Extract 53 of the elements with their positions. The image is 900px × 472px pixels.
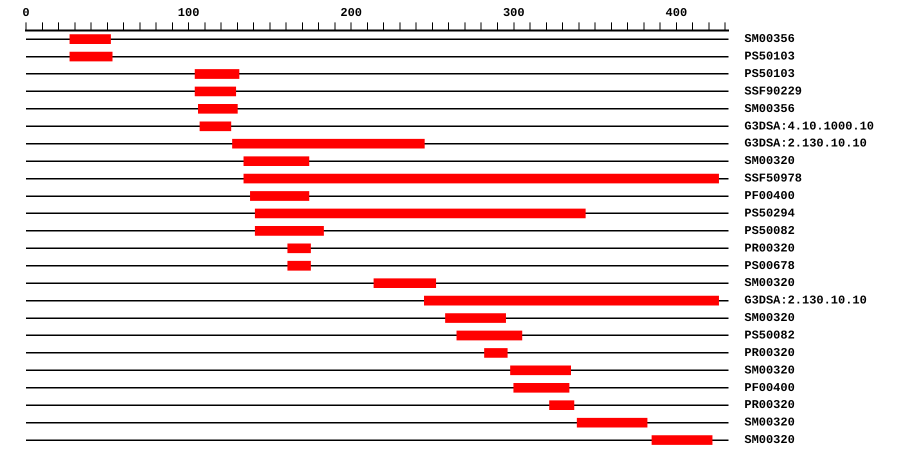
bar	[456, 330, 522, 340]
bar	[232, 138, 425, 149]
bar	[510, 366, 571, 376]
y-tick-label: PR00320	[744, 241, 795, 256]
y-tick-label: G3DSA:2.130.10.10	[744, 136, 867, 151]
bar	[424, 296, 719, 306]
bar	[374, 278, 436, 288]
y-tick-label: PF00400	[744, 380, 795, 395]
y-tick-label: PS50294	[744, 206, 795, 220]
x-tick-label: 0	[22, 6, 30, 20]
bar	[194, 69, 240, 79]
bar	[484, 348, 508, 358]
bar	[445, 313, 506, 323]
bar	[70, 52, 112, 62]
bar	[70, 34, 111, 44]
y-tick-label: PS50082	[744, 224, 795, 238]
bar	[576, 418, 648, 428]
y-tick-label: SM00320	[744, 311, 795, 326]
bar	[549, 400, 574, 410]
y-tick-label: SM00356	[744, 32, 795, 46]
y-tick-label: SSF90229	[744, 84, 802, 98]
bar	[200, 121, 232, 132]
y-tick-label: PS50103	[744, 67, 795, 81]
y-tick-label: SM00320	[744, 416, 795, 430]
bar	[250, 191, 310, 201]
bar	[652, 435, 712, 445]
y-tick-label: G3DSA:2.130.10.10	[744, 294, 867, 308]
y-tick-label: SM00320	[744, 154, 795, 168]
bar	[244, 156, 310, 166]
x-tick-label: 300	[502, 6, 525, 20]
y-tick-label: PS50103	[744, 50, 795, 64]
y-tick-label: PR00320	[744, 398, 795, 412]
bar	[513, 382, 570, 393]
y-tick-label: SM00320	[744, 433, 795, 448]
y-tick-label: PS50082	[744, 328, 795, 342]
x-tick-label: 100	[178, 6, 200, 20]
bar	[287, 260, 311, 271]
bar	[244, 174, 719, 184]
x-tick-label: 200	[340, 6, 362, 20]
bar	[287, 243, 311, 254]
y-tick-label: PS00678	[744, 258, 795, 273]
y-tick-label: SM00356	[744, 102, 795, 116]
y-tick-label: PF00400	[744, 189, 795, 204]
y-tick-label: G3DSA:4.10.1000.10	[744, 119, 874, 134]
y-tick-label: SM00320	[744, 363, 795, 378]
y-tick-label: PR00320	[744, 346, 795, 360]
y-tick-label: SM00320	[744, 276, 795, 290]
bar	[254, 226, 324, 236]
bar	[198, 104, 238, 114]
bar	[194, 86, 236, 96]
x-tick-label: 400	[666, 6, 688, 20]
bar	[254, 208, 586, 218]
y-tick-label: SSF50978	[744, 172, 802, 186]
